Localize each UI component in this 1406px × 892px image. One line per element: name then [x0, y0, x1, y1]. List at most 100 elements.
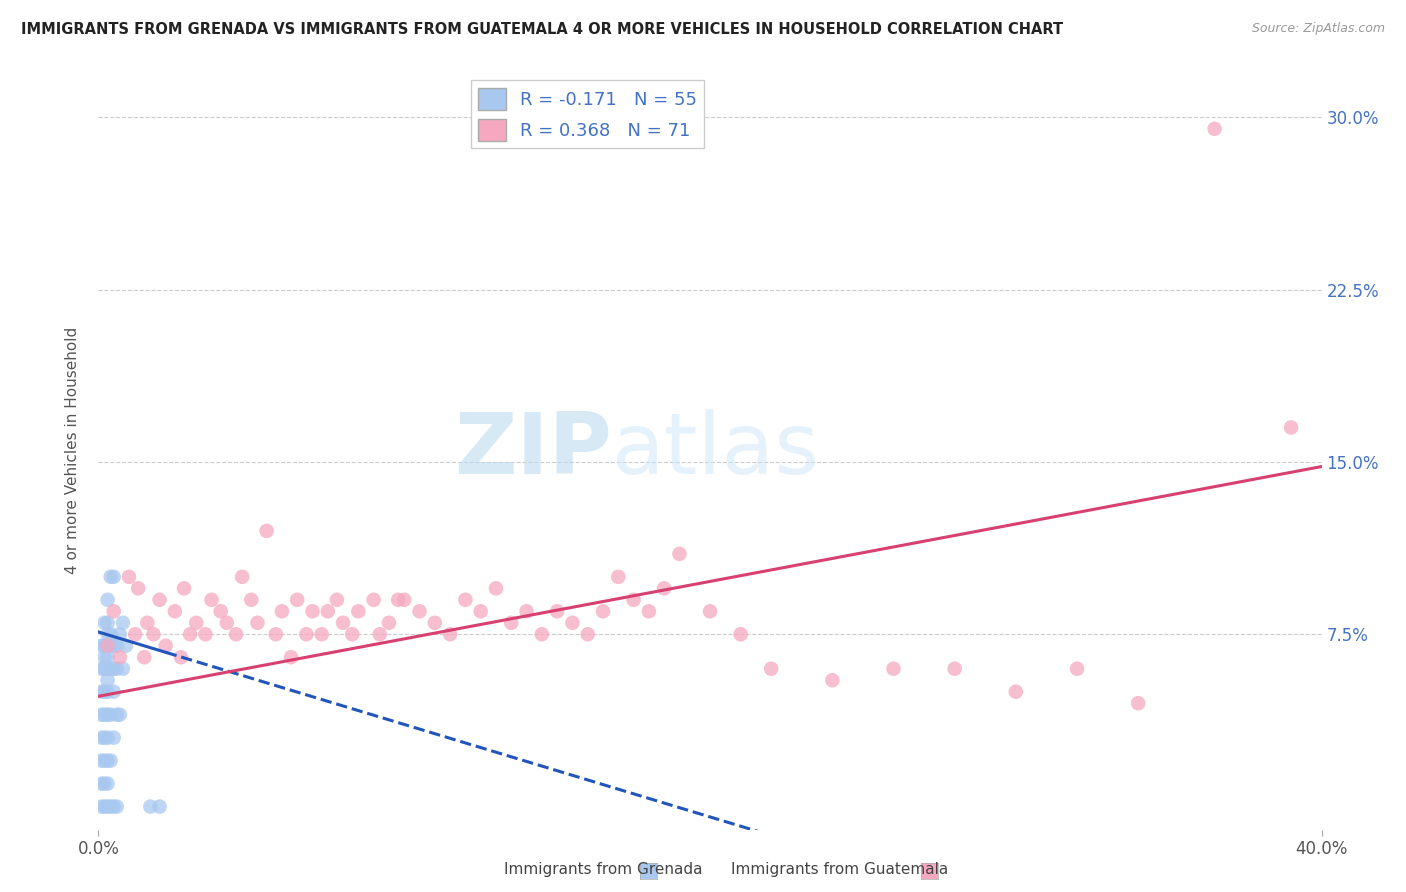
Point [316, 604, 339, 618]
Point [730, 627, 752, 641]
Point [368, 627, 391, 641]
Point [423, 615, 446, 630]
Point [387, 592, 409, 607]
Point [170, 650, 193, 665]
Point [470, 604, 492, 618]
Point [668, 547, 690, 561]
Point [93, 684, 115, 698]
Point [105, 662, 128, 676]
Point [311, 627, 333, 641]
Point [100, 662, 122, 676]
Point [1004, 684, 1026, 698]
Point [103, 662, 125, 676]
Point [301, 604, 323, 618]
Text: ZIP: ZIP [454, 409, 612, 492]
Text: Source: ZipAtlas.com: Source: ZipAtlas.com [1251, 22, 1385, 36]
Point [118, 570, 141, 584]
Point [347, 604, 370, 618]
Point [103, 799, 125, 814]
Point [342, 627, 364, 641]
Point [623, 592, 645, 607]
Point [163, 604, 186, 618]
Point [285, 592, 308, 607]
Point [93, 776, 115, 790]
Point [186, 615, 208, 630]
Point [136, 615, 159, 630]
Point [100, 799, 122, 814]
Point [97, 650, 120, 665]
Point [111, 615, 134, 630]
Point [103, 731, 125, 745]
Point [699, 604, 721, 618]
Point [1066, 662, 1088, 676]
Point [149, 799, 172, 814]
Point [97, 639, 120, 653]
Text: Immigrants from Guatemala: Immigrants from Guatemala [731, 863, 949, 877]
Point [97, 627, 120, 641]
Point [100, 754, 122, 768]
Point [105, 707, 128, 722]
Legend: R = -0.171   N = 55, R = 0.368   N = 71: R = -0.171 N = 55, R = 0.368 N = 71 [471, 80, 704, 148]
Point [97, 673, 120, 688]
Point [246, 615, 269, 630]
Point [225, 627, 247, 641]
Point [100, 627, 122, 641]
Point [1128, 696, 1150, 710]
Point [231, 570, 253, 584]
Point [883, 662, 905, 676]
Text: atlas: atlas [612, 409, 820, 492]
Point [363, 592, 385, 607]
Point [561, 615, 583, 630]
Point [264, 627, 287, 641]
Point [408, 604, 430, 618]
Point [111, 662, 134, 676]
Point [501, 615, 523, 630]
Point [652, 582, 675, 596]
Point [90, 639, 112, 653]
Point [280, 650, 302, 665]
Point [100, 639, 122, 653]
Point [93, 639, 115, 653]
Point [759, 662, 782, 676]
Point [90, 707, 112, 722]
Point [93, 707, 115, 722]
Point [108, 707, 131, 722]
Point [332, 615, 354, 630]
Point [97, 662, 120, 676]
Point [392, 592, 416, 607]
Point [103, 604, 125, 618]
Point [90, 684, 112, 698]
Point [592, 604, 614, 618]
Point [378, 615, 401, 630]
Text: Immigrants from Grenada: Immigrants from Grenada [505, 863, 703, 877]
Point [821, 673, 844, 688]
Point [90, 776, 112, 790]
Point [90, 662, 112, 676]
Text: IMMIGRANTS FROM GRENADA VS IMMIGRANTS FROM GUATEMALA 4 OR MORE VEHICLES IN HOUSE: IMMIGRANTS FROM GRENADA VS IMMIGRANTS FR… [21, 22, 1063, 37]
Point [439, 627, 461, 641]
Point [115, 639, 138, 653]
Point [100, 707, 122, 722]
Point [93, 799, 115, 814]
Point [240, 592, 263, 607]
Point [97, 707, 120, 722]
Point [108, 650, 131, 665]
Point [90, 754, 112, 768]
Point [326, 592, 349, 607]
Point [485, 582, 508, 596]
Point [1204, 121, 1226, 136]
Point [108, 627, 131, 641]
Point [97, 615, 120, 630]
Point [256, 524, 278, 538]
Point [97, 799, 120, 814]
Point [179, 627, 201, 641]
Point [97, 754, 120, 768]
Point [105, 639, 128, 653]
Point [270, 604, 292, 618]
Point [93, 731, 115, 745]
Point [295, 627, 318, 641]
Point [103, 684, 125, 698]
Point [100, 570, 122, 584]
Point [105, 799, 128, 814]
Y-axis label: 4 or more Vehicles in Household: 4 or more Vehicles in Household [65, 326, 80, 574]
